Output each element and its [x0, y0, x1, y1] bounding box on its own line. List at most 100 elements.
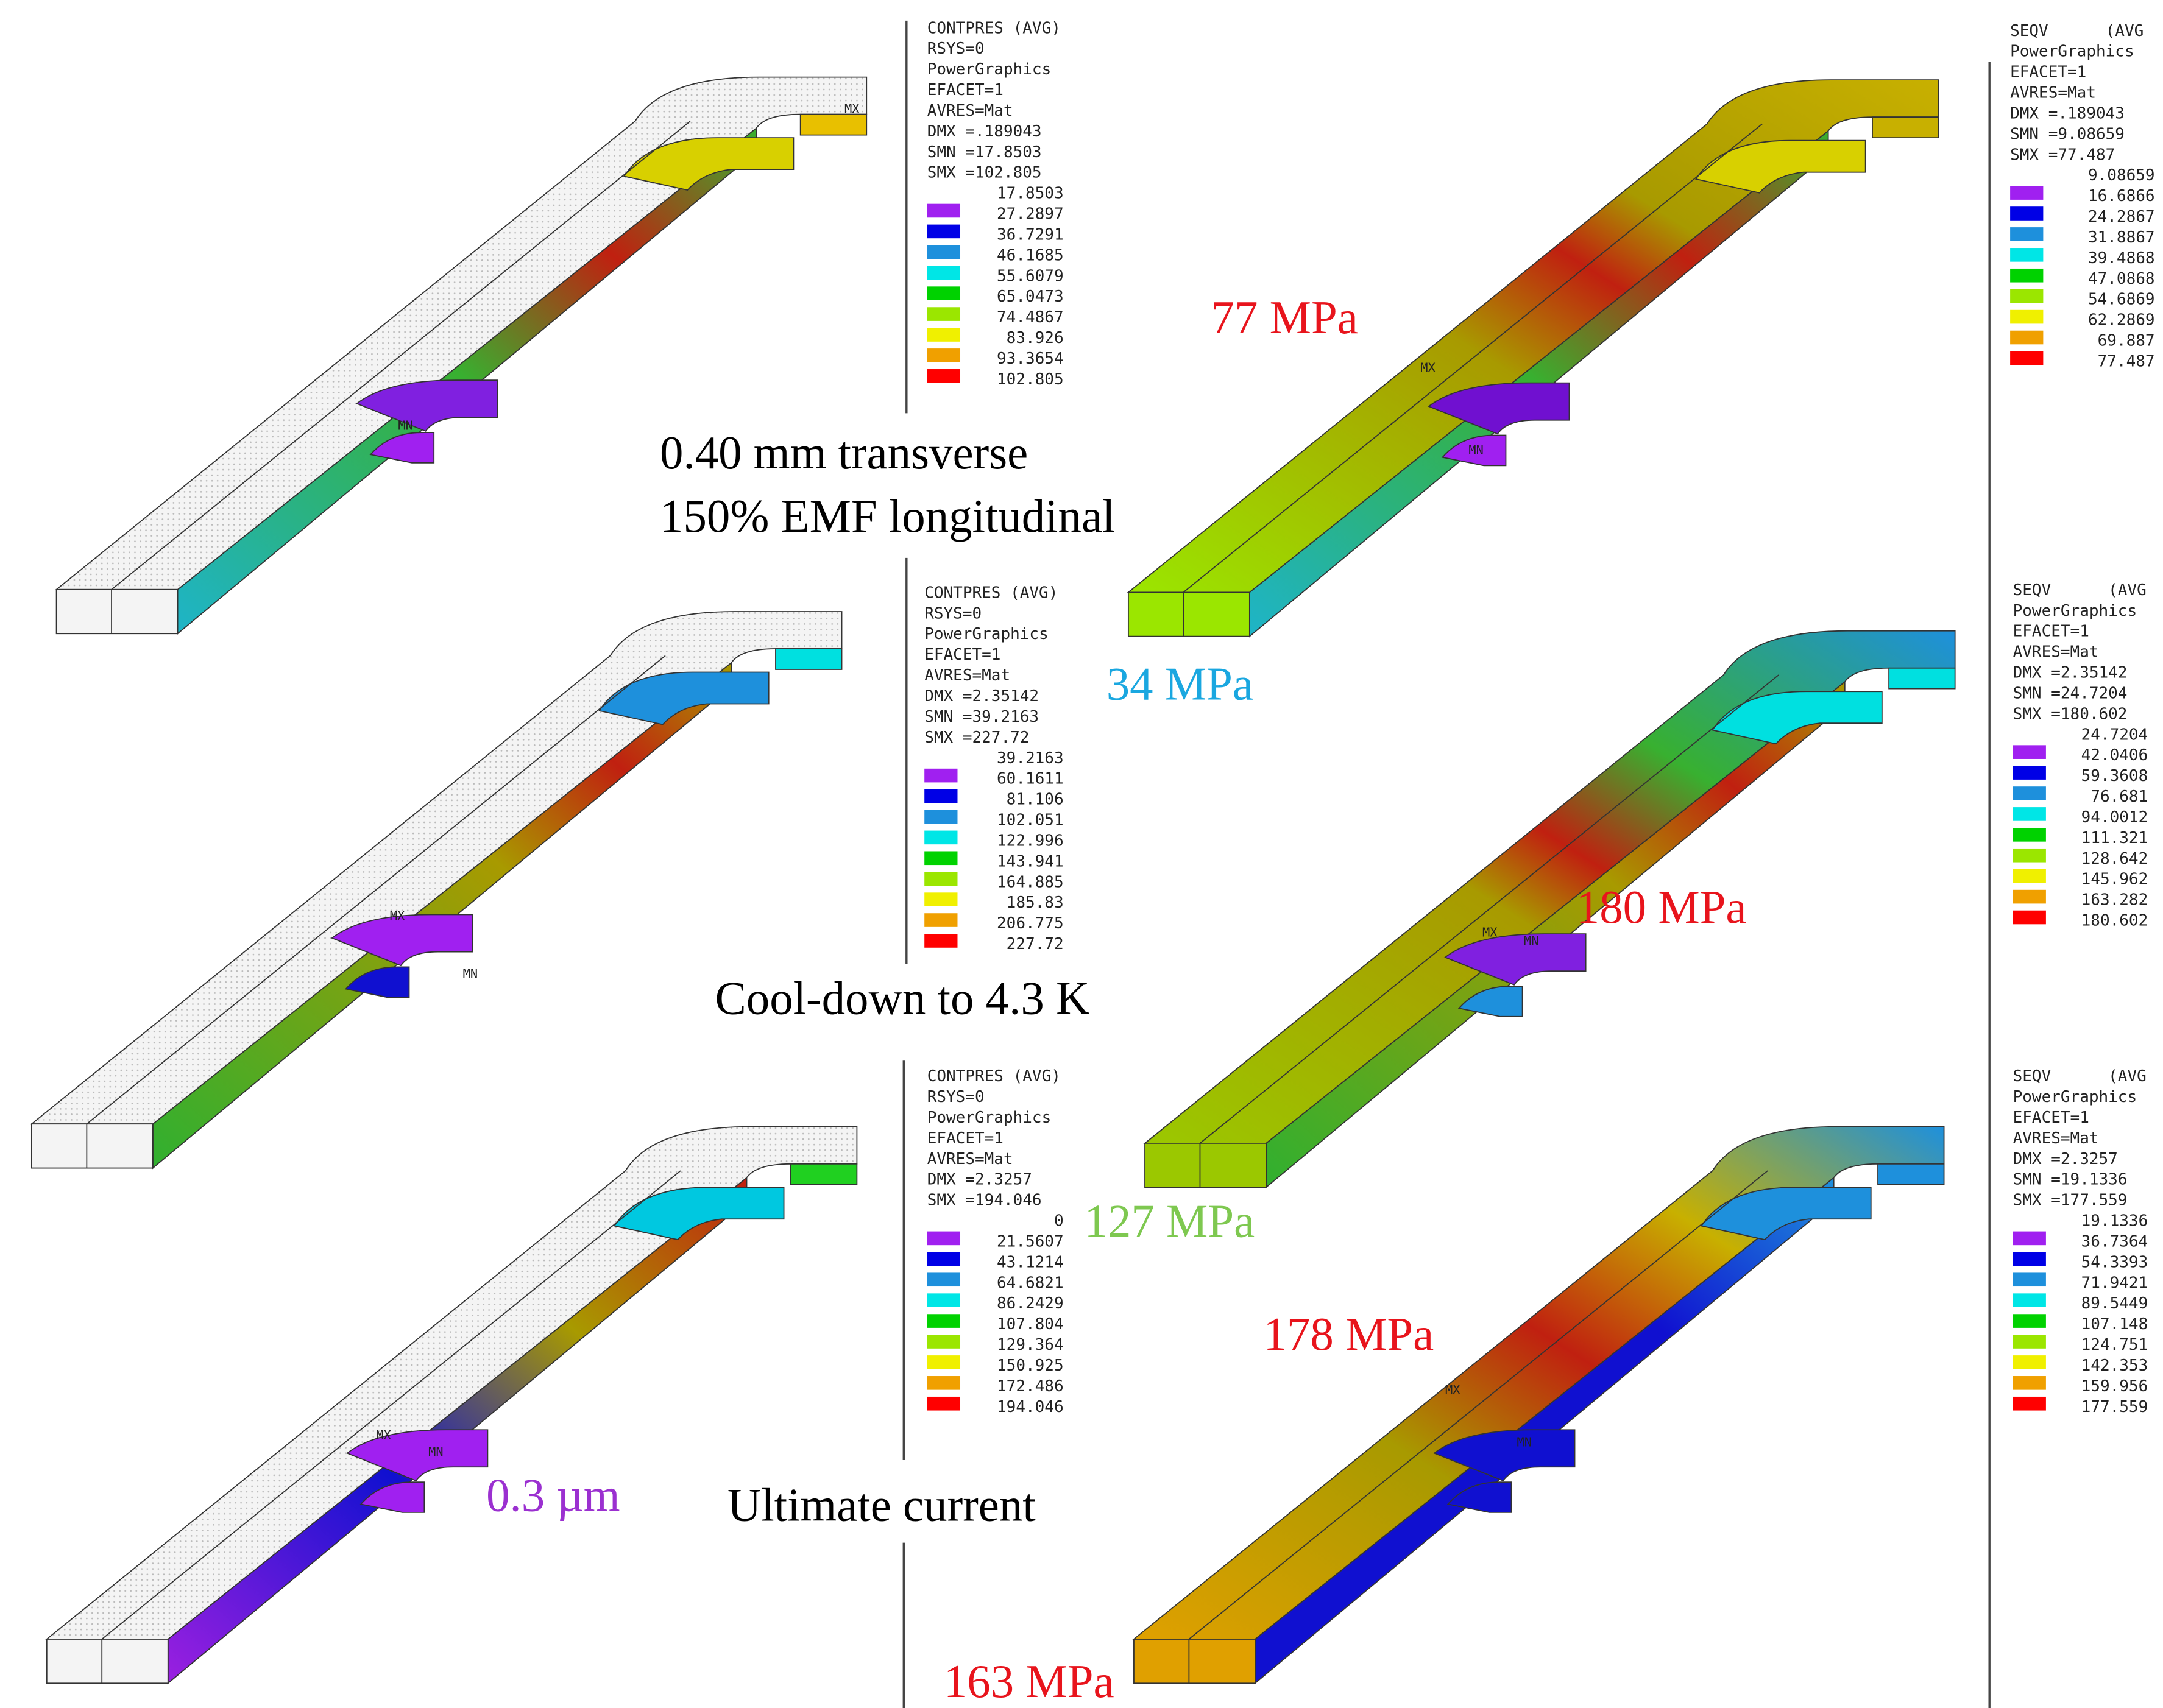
legend-header: SMN =17.8503 [927, 143, 1042, 161]
legend-swatch [2013, 828, 2046, 842]
legend-header: AVRES=Mat [2013, 643, 2099, 662]
legend-level: 102.805 [997, 370, 1064, 389]
legend-header: SMX =194.046 [927, 1191, 1042, 1210]
legend-swatch [927, 225, 960, 239]
legend-swatch [924, 872, 957, 886]
legend-level: 62.2869 [2088, 311, 2155, 330]
legend-swatch [2013, 1314, 2046, 1328]
legend-swatch [924, 892, 957, 906]
legend-swatch [2010, 331, 2043, 345]
legend-level: 39.4868 [2088, 249, 2155, 267]
legend-level: 185.83 [1007, 894, 1064, 912]
legend-header: AVRES=Mat [927, 1150, 1013, 1168]
legend-header: SMX =180.602 [2013, 705, 2128, 723]
legend-swatch [2013, 869, 2046, 883]
legend-swatch [927, 245, 960, 259]
legend-header: EFACET=1 [927, 81, 1004, 99]
marker-label: MX [390, 909, 405, 923]
legend-swatch [2010, 248, 2043, 262]
marker-label: MX [1482, 925, 1498, 940]
legend-level: 77.487 [2098, 353, 2155, 371]
legend-level: 142.353 [2081, 1357, 2148, 1375]
legend-swatch [927, 348, 960, 362]
legend-level: 64.6821 [997, 1274, 1064, 1292]
legend-header: SEQV (AVG [2013, 1067, 2147, 1085]
legend-header: EFACET=1 [2013, 1109, 2089, 1127]
legend-swatch [927, 1232, 960, 1246]
legend-swatch [2013, 911, 2046, 925]
annotation: 163 MPa [944, 1655, 1114, 1707]
legend-level: 102.051 [997, 811, 1064, 830]
legend-swatch [924, 831, 957, 845]
marker-label: MX [1420, 361, 1436, 375]
legend-level: 111.321 [2081, 829, 2148, 847]
legend-swatch [927, 1355, 960, 1369]
fea-model [47, 1127, 857, 1684]
marker-label: MN [1517, 1435, 1532, 1449]
fea-model [1128, 80, 1939, 637]
fea-model [57, 77, 867, 634]
legend-header: PowerGraphics [927, 1109, 1052, 1127]
legend-swatch [2013, 745, 2046, 759]
legend-swatch [2010, 186, 2043, 200]
legend-level: 69.887 [2098, 332, 2155, 350]
legend-level: 36.7364 [2081, 1232, 2148, 1251]
edge [87, 655, 665, 1124]
legend-level: 47.0868 [2088, 270, 2155, 288]
legend-header: SMX =227.72 [924, 729, 1029, 747]
legend-swatch [2013, 1397, 2046, 1411]
legend-header: SMX =77.487 [2010, 146, 2115, 164]
legend-header: SMN =24.7204 [2013, 684, 2128, 702]
legend-header: DMX =2.35142 [2013, 664, 2128, 682]
legend-level: 194.046 [997, 1398, 1064, 1416]
legend-swatch [2013, 766, 2046, 780]
legend-header: AVRES=Mat [2010, 84, 2096, 102]
annotation: Ultimate current [727, 1478, 1036, 1531]
legend-header: DMX =.189043 [927, 122, 1042, 141]
legend-header: EFACET=1 [924, 646, 1000, 664]
annotation: 180 MPa [1576, 881, 1747, 933]
legend-level: 24.7204 [2081, 725, 2148, 744]
legend-header: PowerGraphics [2010, 43, 2134, 61]
legend-header: RSYS=0 [927, 40, 985, 58]
annotation: 0.3 µm [486, 1469, 620, 1522]
annotation: Cool-down to 4.3 K [715, 972, 1089, 1024]
fea-model [1145, 631, 1955, 1188]
legend-swatch [924, 789, 957, 803]
legend-header: DMX =2.35142 [924, 687, 1039, 705]
hook-tip [791, 1164, 857, 1185]
legend-level: 177.559 [2081, 1398, 2148, 1416]
marker-label: MX [844, 101, 860, 116]
marker-label: MN [1524, 933, 1538, 948]
legend-header: EFACET=1 [927, 1129, 1004, 1148]
legend-level: 89.5449 [2081, 1294, 2148, 1313]
legend-swatch [2013, 1355, 2046, 1369]
legend-level: 206.775 [997, 914, 1064, 933]
legend-level: 65.0473 [997, 288, 1064, 306]
front-face [1128, 592, 1250, 636]
edge [112, 121, 690, 590]
legend-level: 71.9421 [2081, 1274, 2148, 1292]
legend-header: CONTPRES (AVG) [924, 584, 1058, 602]
legend-swatch [924, 769, 957, 783]
legend-swatch [927, 1252, 960, 1266]
legend-header: PowerGraphics [2013, 602, 2137, 620]
legend-level: 54.6869 [2088, 291, 2155, 309]
legend-level: 21.5607 [997, 1232, 1064, 1251]
annotation: 0.40 mm transverse [660, 426, 1028, 479]
hook-tip [801, 115, 867, 135]
legend-level: 81.106 [1007, 791, 1064, 809]
front-face [57, 590, 178, 633]
legend-level: 150.925 [997, 1357, 1064, 1375]
legend-swatch [927, 1314, 960, 1328]
hook-tip [1889, 668, 1955, 689]
legend-level: 129.364 [997, 1336, 1064, 1354]
annotation: 127 MPa [1085, 1195, 1255, 1247]
legend-level: 60.1611 [997, 770, 1064, 788]
legend-level: 0 [1054, 1212, 1064, 1230]
figure: MXMNMXMNMXMNMXMNMXMNMXMNCONTPRES (AVG)RS… [0, 0, 2163, 1708]
legend-header: EFACET=1 [2013, 623, 2089, 641]
legend-swatch [2010, 351, 2043, 365]
legend-level: 24.2867 [2088, 208, 2155, 226]
legend-header: SEQV (AVG [2010, 22, 2144, 40]
